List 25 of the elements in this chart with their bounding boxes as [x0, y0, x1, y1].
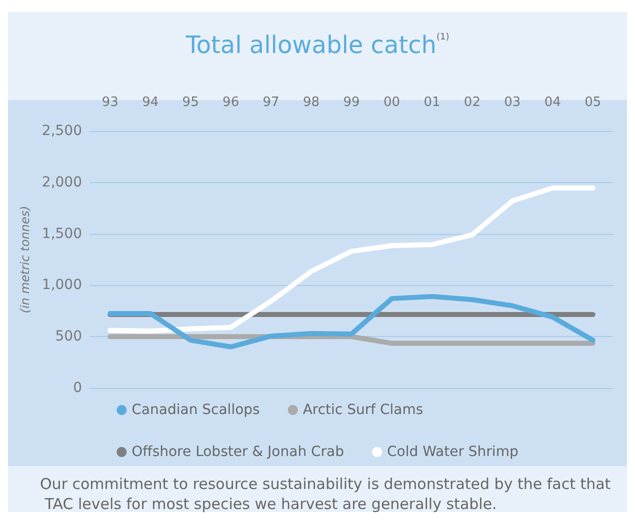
y-tick-label: 500 — [55, 328, 82, 345]
x-tick-label: 93 — [102, 95, 118, 110]
legend-label: Offshore Lobster & Jonah Crab — [132, 444, 344, 460]
x-tick-label: 94 — [142, 95, 159, 110]
x-tick-label: 04 — [544, 95, 561, 110]
y-tick-label: 0 — [73, 380, 82, 396]
text: Our commitment to resource sustainability is demonstrated by the fact that TAC levels for most species we harvest are generally stable. — [40, 475, 611, 513]
x-tick-label: 03 — [504, 95, 521, 110]
x-tick-label: 01 — [424, 95, 440, 110]
x-tick-label: 02 — [464, 95, 480, 110]
x-tick-label: 98 — [302, 95, 320, 110]
x-tick-label: 05 — [584, 95, 602, 110]
legend-label: Cold Water Shrimp — [387, 444, 518, 460]
x-tick-label: 95 — [182, 95, 199, 110]
y-axis-title: (in metric tonnes) — [18, 206, 32, 314]
x-tick-label: 00 — [383, 95, 400, 110]
y-tick-label: 1,000 — [42, 277, 82, 294]
x-tick-label: 99 — [343, 95, 360, 110]
x-tick-label: 96 — [222, 95, 240, 110]
x-tick-label: 97 — [262, 95, 280, 110]
legend-label: Arctic Surf Clams — [302, 402, 424, 418]
legend-label: Canadian Scallops — [132, 402, 260, 418]
y-tick-label: 2,000 — [42, 174, 82, 190]
y-tick-label: 1,500 — [42, 226, 82, 242]
y-tick-label: 2,500 — [42, 123, 82, 139]
